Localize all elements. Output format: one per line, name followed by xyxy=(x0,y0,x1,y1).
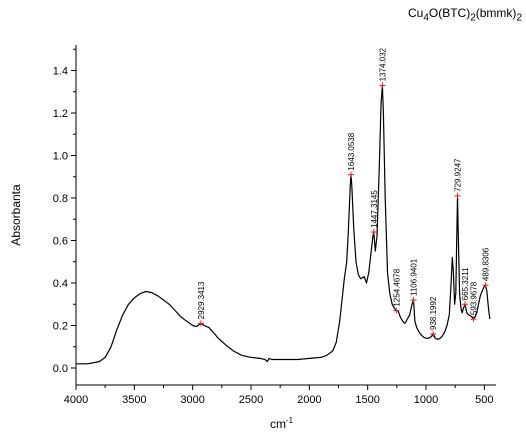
peak-markers: 2929.3413 1643.0538 1447.3145 1374.032 1254.… xyxy=(197,47,491,337)
peak-label: 665.3211 xyxy=(461,267,470,300)
x-tick-label: 4000 xyxy=(64,394,88,406)
peak-label: 489.8306 xyxy=(482,247,491,281)
peak-label: 1643.0538 xyxy=(347,132,356,170)
chart-title: Cu4O(BTC)2(bmmk)2 xyxy=(407,6,522,24)
peak-label: 1447.3145 xyxy=(370,190,379,228)
peak-label: 1106.9401 xyxy=(410,258,419,296)
peak-label: 1374.032 xyxy=(378,47,387,81)
y-tick-label: 1.4 xyxy=(53,66,68,78)
y-tick-label: 1.2 xyxy=(53,108,68,120)
y-tick-label: 0.4 xyxy=(53,278,68,290)
x-tick-label: 3500 xyxy=(122,394,146,406)
y-tick-label: 1.0 xyxy=(53,151,68,163)
peak-label: 938.1992 xyxy=(429,296,438,330)
peak-label: 729.9247 xyxy=(454,158,463,192)
spectrum-line xyxy=(76,84,491,365)
y-tick-label: 0.0 xyxy=(53,363,68,375)
plot-area xyxy=(76,84,491,365)
peak-label: 1254.4678 xyxy=(392,268,401,306)
x-tick-label: 2500 xyxy=(239,394,263,406)
axes: 4000 3500 3000 2500 2000 1500 1000 500 0.0 0.2 0.4… xyxy=(53,45,496,406)
x-tick-label: 1500 xyxy=(355,394,379,406)
y-tick-label: 0.6 xyxy=(53,236,68,248)
y-axis-label: Absorbanta xyxy=(9,184,23,246)
x-axis-label: cm-1 xyxy=(270,416,294,431)
x-tick-label: 1000 xyxy=(414,394,438,406)
y-tick-label: 0.8 xyxy=(53,193,68,205)
x-tick-label: 500 xyxy=(475,394,493,406)
y-tick-label: 0.2 xyxy=(53,321,68,333)
x-tick-label: 3000 xyxy=(180,394,204,406)
x-tick-label: 2000 xyxy=(297,394,321,406)
peak-label: 593.9678 xyxy=(469,281,478,315)
peak-label: 2929.3413 xyxy=(197,281,206,319)
